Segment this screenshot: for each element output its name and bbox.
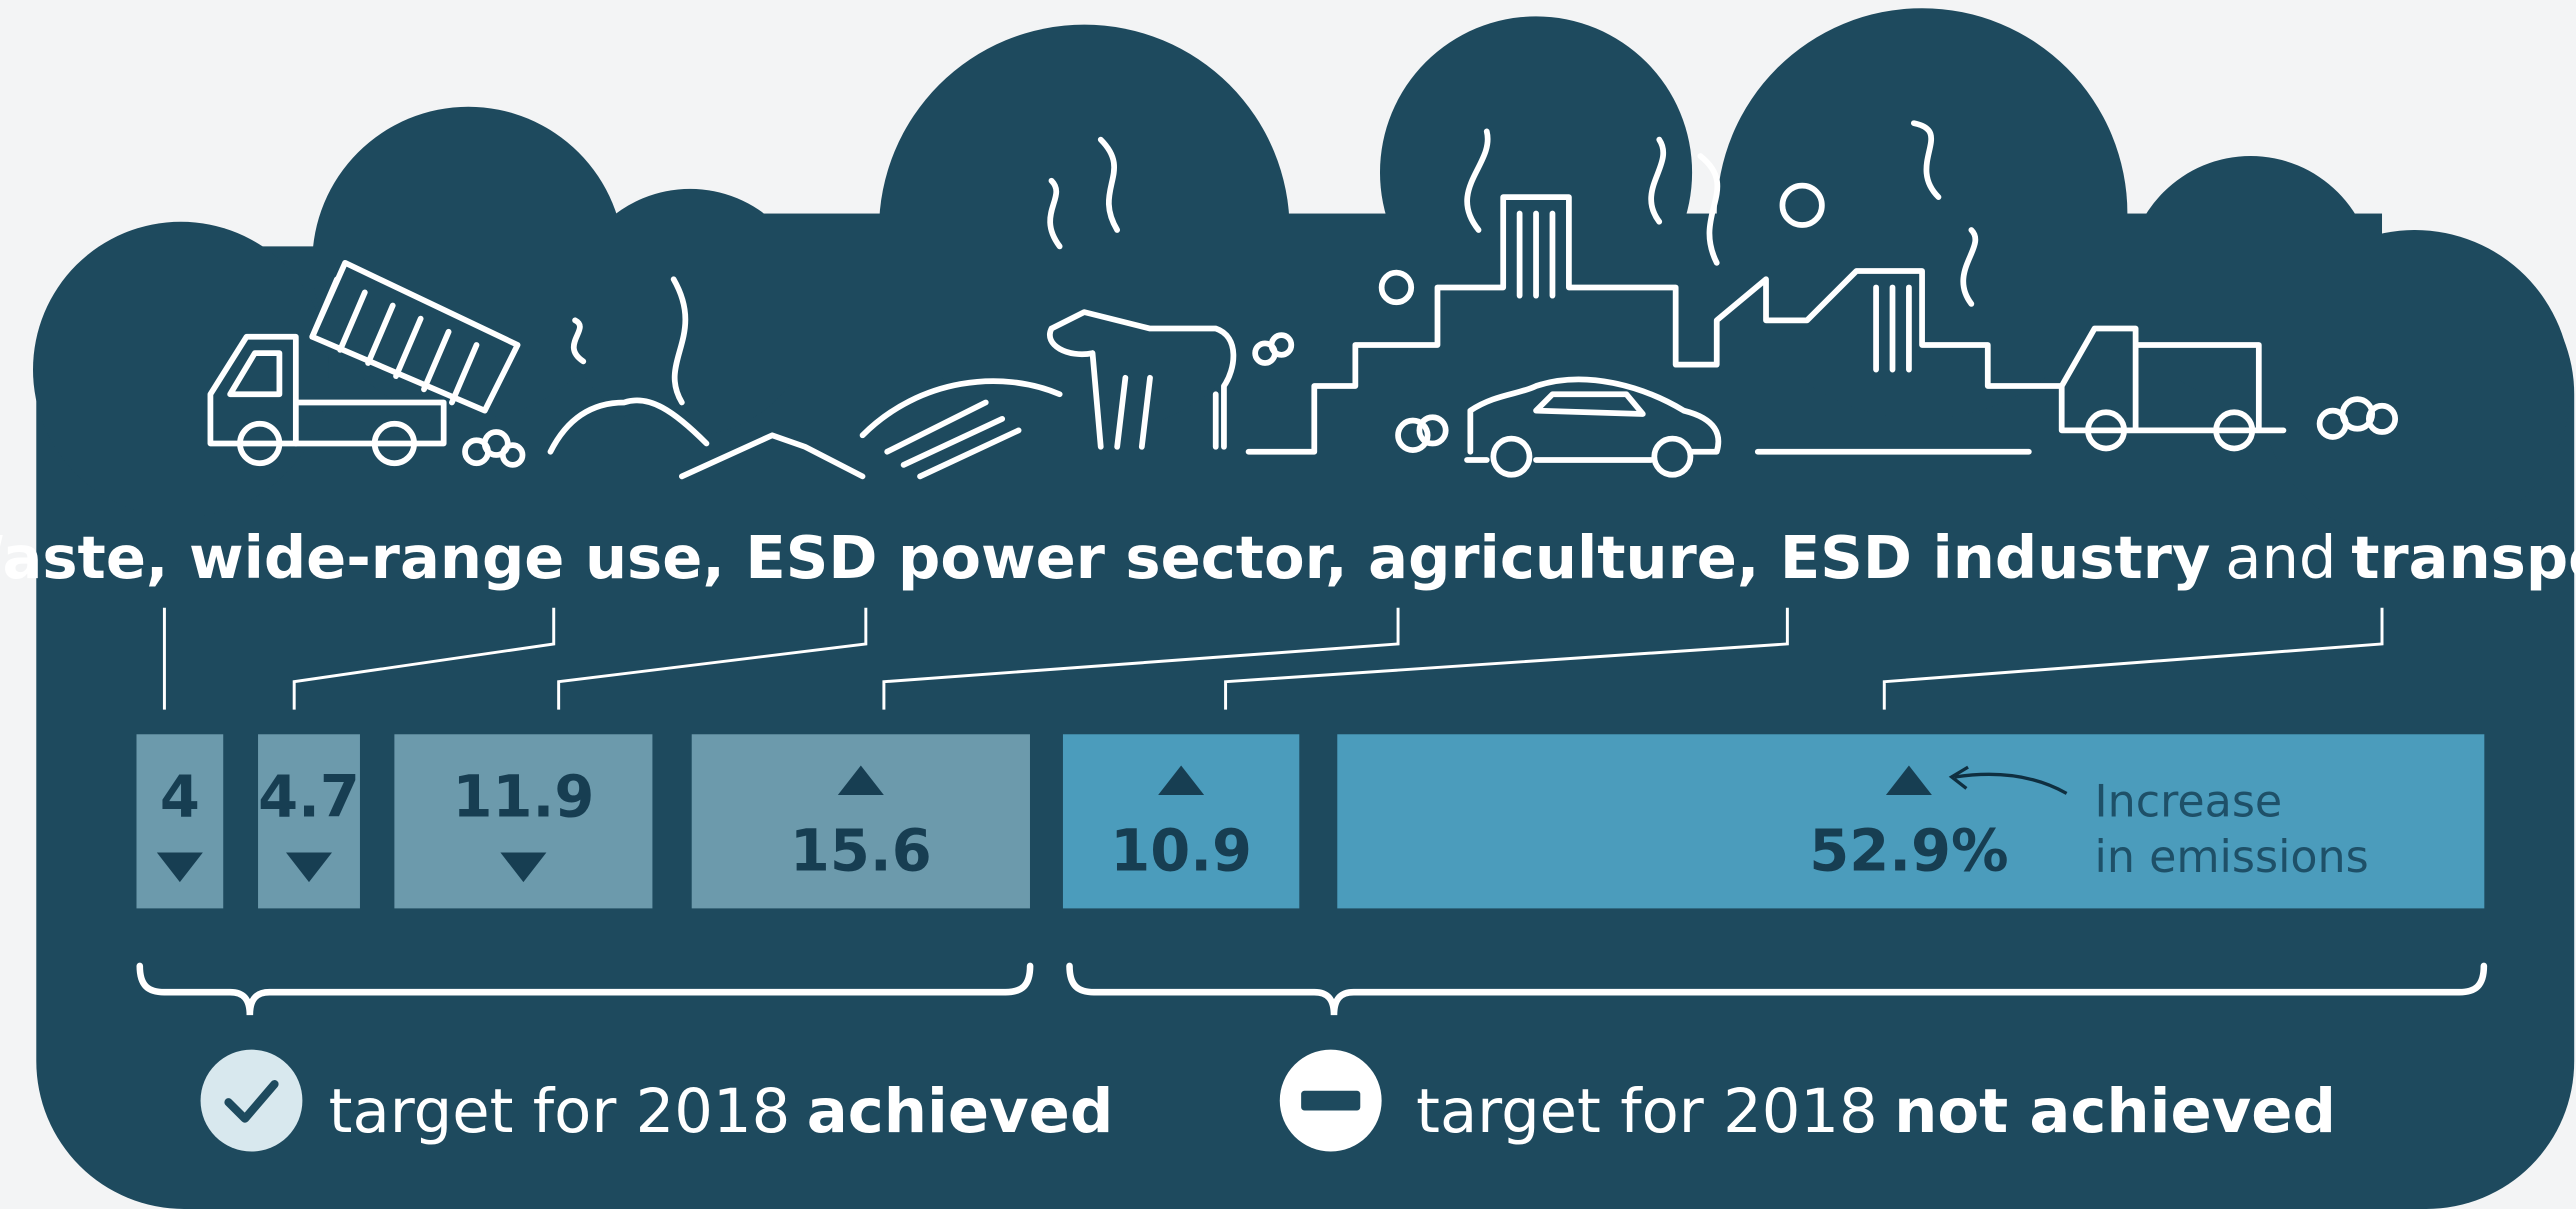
bars: 4 4.7 11.9 15.6 10.9 52.9%	[136, 734, 2485, 909]
value-label: 11.9	[452, 763, 594, 830]
title-part: and	[2225, 523, 2336, 592]
bar	[691, 734, 1030, 909]
bar	[1337, 734, 2485, 909]
title-part: transport	[2351, 523, 2576, 592]
annotation: in emissions	[2095, 832, 2369, 883]
arrow-down	[286, 852, 333, 883]
value-label: 4.7	[258, 763, 360, 830]
legend-entry: target for 2018 not achieved	[1416, 1077, 2336, 1147]
annotation: Increase	[2095, 776, 2283, 827]
value-label: 15.6	[790, 818, 932, 885]
legend-text: target for 2018	[329, 1077, 791, 1147]
legend-bold: achieved	[807, 1077, 1114, 1147]
legend-not-achieved-icon	[1279, 1049, 1382, 1152]
braces	[136, 962, 2488, 1016]
value-label: 10.9	[1110, 818, 1252, 885]
arrow-up	[837, 765, 884, 796]
legend-bold: not achieved	[1894, 1077, 2336, 1147]
legend-text: target for 2018	[1416, 1077, 1878, 1147]
legend-entry: target for 2018 achieved	[329, 1077, 1114, 1147]
illustrations	[207, 120, 2399, 480]
arrow-up	[1885, 765, 1932, 796]
arrow-up	[1158, 765, 1205, 796]
connectors	[162, 607, 2384, 710]
arrow-down	[500, 852, 547, 883]
cloud-background	[33, 8, 2575, 1209]
annotation-arrow	[1948, 765, 2068, 795]
value-label: 4	[160, 763, 200, 830]
value-label: 52.9%	[1809, 818, 2008, 885]
title-part: Waste, wide-range use, ESD power sector,…	[0, 523, 2210, 592]
legend-achieved-icon	[200, 1049, 303, 1152]
title: Waste, wide-range use, ESD power sector,…	[0, 523, 2576, 592]
bar	[1062, 734, 1300, 909]
arrow-down	[156, 852, 203, 883]
